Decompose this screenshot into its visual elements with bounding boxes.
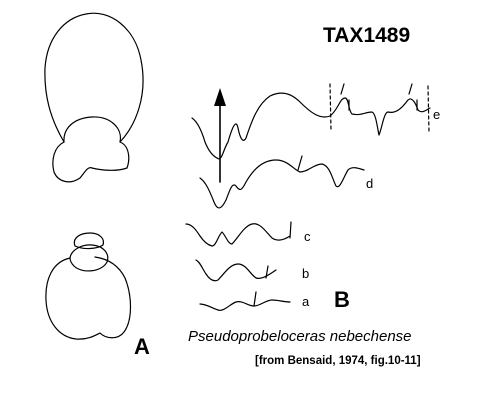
source-citation: [from Bensaid, 1974, fig.10-11] xyxy=(255,355,421,367)
panel-label-a: A xyxy=(134,334,150,359)
suture-e-dash-2 xyxy=(427,85,430,133)
shell-apertural-outline xyxy=(45,256,132,340)
suture-line-a xyxy=(199,291,291,311)
shell-apertural-view xyxy=(45,232,132,340)
suture-label-b: b xyxy=(302,266,310,281)
suture-b-curve xyxy=(195,259,277,282)
specimen-id-title: TAX1489 xyxy=(323,24,411,47)
suture-line-c xyxy=(185,221,292,247)
suture-label-d: d xyxy=(366,176,374,191)
species-name: Pseudoprobeloceras nebechense xyxy=(188,328,412,345)
suture-c-tick xyxy=(289,221,292,239)
shell-lateral-inner-whorl xyxy=(52,141,93,183)
suture-line-e xyxy=(191,83,431,183)
shell-apertural-inner-whorl xyxy=(73,232,105,250)
suture-d-tick xyxy=(297,155,303,171)
panel-label-b: B xyxy=(334,287,350,312)
suture-d-curve xyxy=(199,159,365,209)
suture-e-curve xyxy=(191,92,431,160)
shell-lateral-view xyxy=(44,12,144,183)
suture-e-dash-1 xyxy=(329,83,332,131)
suture-e-tick-3 xyxy=(408,83,413,95)
suture-label-a: a xyxy=(302,294,310,309)
suture-b-tick xyxy=(265,265,269,279)
suture-a-curve xyxy=(199,299,291,311)
suture-line-d xyxy=(199,155,365,209)
suture-e-tick-1 xyxy=(340,83,345,95)
suture-label-e: e xyxy=(433,107,441,122)
suture-a-tick xyxy=(253,291,257,307)
shell-lateral-outline xyxy=(44,12,144,143)
suture-line-b xyxy=(195,259,277,282)
aperture-arrow-icon xyxy=(214,88,226,106)
suture-c-curve xyxy=(185,223,291,247)
shell-lateral-middle-whorl xyxy=(63,116,130,171)
suture-label-c: c xyxy=(304,229,311,244)
shell-apertural-middle-whorl xyxy=(69,244,109,272)
